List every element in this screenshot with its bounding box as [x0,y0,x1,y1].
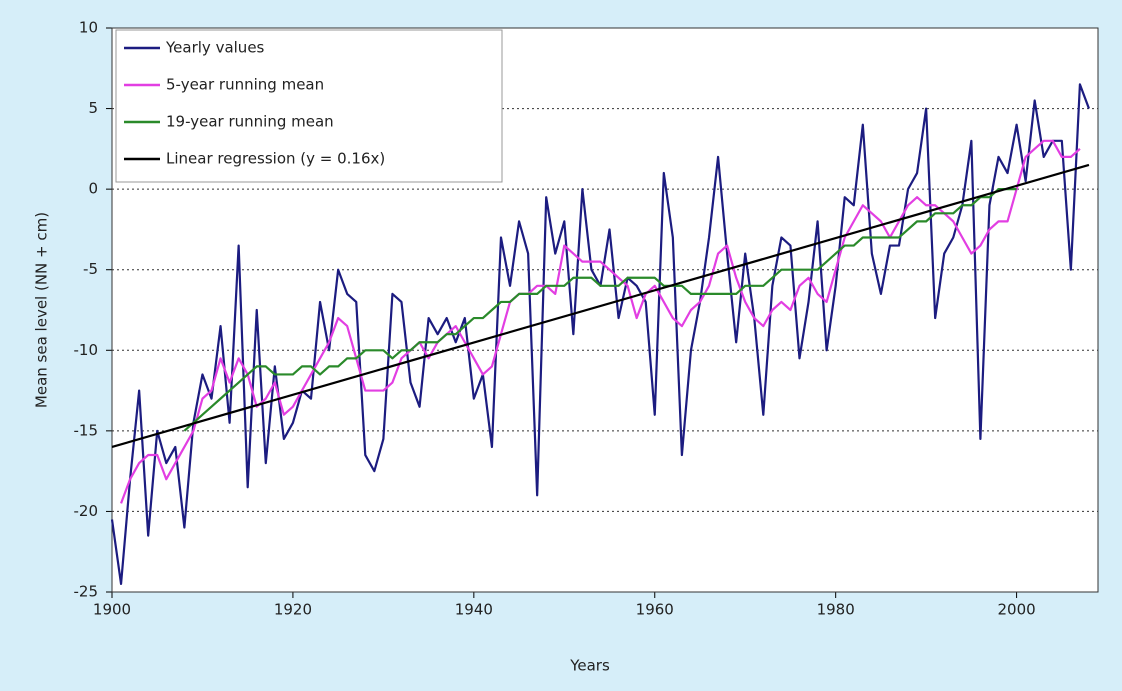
plot-border [111,27,1099,593]
y-tick-label: -10 [74,341,99,359]
x-axis-label: Years [569,657,610,675]
y-tick-label: 10 [79,19,98,37]
y-tick-label: -15 [74,421,99,439]
y-tick-label: -20 [74,502,99,520]
x-tick-label: 1940 [455,601,493,619]
y-tick-label: -25 [74,583,99,601]
series-line [111,163,1090,449]
y-tick-label: -5 [83,260,98,278]
series-line [120,139,1081,504]
y-tick-label: 5 [88,99,98,117]
series-line [183,188,1017,432]
x-tick-label: 2000 [997,601,1035,619]
y-tick-label: 0 [88,180,98,198]
x-tick-label: 1920 [274,601,312,619]
legend-label: 19-year running mean [166,113,334,131]
x-tick-label: 1980 [817,601,855,619]
y-axis-label: Mean sea level (NN + cm) [33,212,51,408]
legend-label: 5-year running mean [166,76,324,94]
legend-label: Yearly values [165,39,265,57]
x-tick-label: 1960 [636,601,674,619]
x-tick-label: 1900 [93,601,131,619]
legend-label: Linear regression (y = 0.16x) [166,150,385,168]
legend-box [115,29,503,183]
